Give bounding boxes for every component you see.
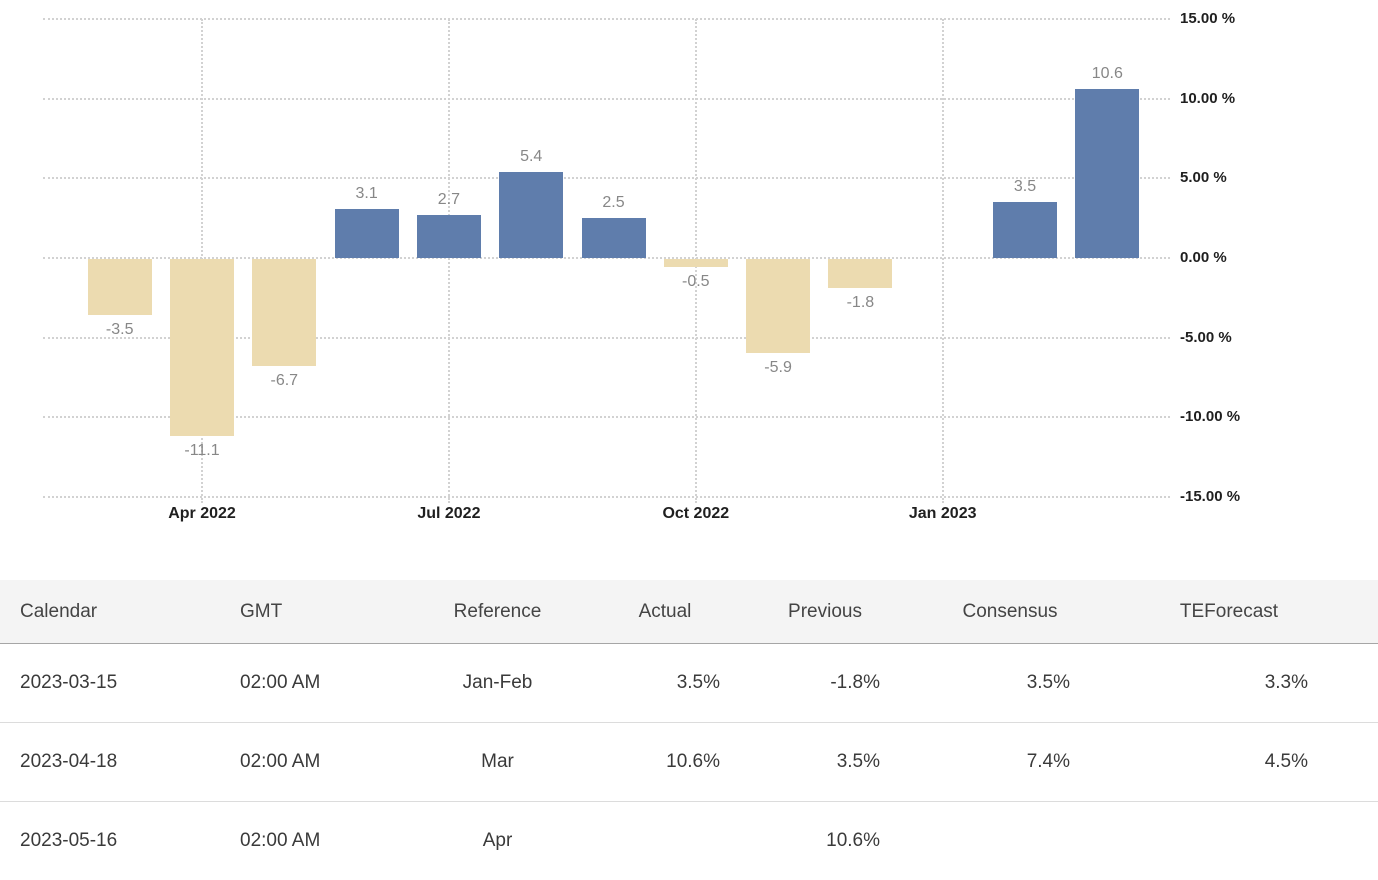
- bar: [828, 259, 893, 288]
- table-header-row: Calendar GMT Reference Actual Previous C…: [0, 580, 1378, 644]
- col-header-previous: Previous: [788, 600, 862, 622]
- cell-gmt: 02:00 AM: [240, 830, 321, 851]
- bar: [87, 259, 152, 315]
- cell-teforecast: 3.3%: [1264, 672, 1308, 693]
- bar: [581, 218, 646, 258]
- bar: [1075, 89, 1140, 258]
- grid-line-h: [43, 257, 1170, 259]
- cell-reference: Apr: [482, 830, 513, 851]
- bar-value-label: 3.1: [355, 184, 378, 202]
- grid-line-h: [43, 495, 1170, 498]
- cell-calendar: 2023-04-18: [20, 751, 118, 772]
- table-row: 2023-05-16 02:00 AM Apr 10.6%: [0, 801, 1378, 880]
- y-axis-tick-label: 5.00 %: [1180, 169, 1227, 187]
- y-axis-tick-label: -15.00 %: [1180, 487, 1241, 505]
- calendar-table: Calendar GMT Reference Actual Previous C…: [0, 580, 1378, 880]
- table-row: 2023-04-18 02:00 AM Mar 10.6% 3.5% 7.4% …: [0, 722, 1378, 801]
- table-row: 2023-03-15 02:00 AM Jan-Feb 3.5% -1.8% 3…: [0, 644, 1378, 722]
- y-axis-tick-label: 0.00 %: [1180, 249, 1227, 266]
- cell-previous: -1.8%: [830, 672, 880, 693]
- cell-calendar: 2023-05-16: [20, 830, 118, 851]
- grid-line-v: [447, 19, 450, 503]
- bar: [252, 259, 317, 366]
- cell-calendar: 2023-03-15: [20, 672, 118, 693]
- y-axis-tick-label: 15.00 %: [1180, 10, 1236, 28]
- col-header-calendar: Calendar: [20, 600, 98, 622]
- bar-chart: 15.00 % 10.00 % 5.00 % 0.00 % -5.00 % -10.00 …: [43, 10, 1241, 522]
- grid-line-h: [43, 177, 1170, 180]
- x-axis-tick-label: Oct 2022: [662, 505, 730, 522]
- x-axis-tick-label: Jul 2022: [417, 505, 481, 522]
- bar-value-label: -11.1: [184, 441, 220, 459]
- grid-line-h: [43, 416, 1170, 419]
- bar-value-label: -1.8: [846, 293, 875, 311]
- bar: [499, 171, 564, 258]
- cell-reference: Jan-Feb: [462, 672, 533, 693]
- col-header-teforecast: TEForecast: [1179, 600, 1279, 622]
- bar: [334, 208, 399, 258]
- x-axis-tick-label: Jan 2023: [908, 505, 977, 522]
- cell-gmt: 02:00 AM: [240, 672, 321, 693]
- bar: [746, 259, 811, 353]
- col-header-reference: Reference: [453, 600, 542, 622]
- cell-consensus: 7.4%: [1026, 751, 1070, 772]
- bar-value-label: 3.5: [1013, 178, 1037, 196]
- bar-value-label: -6.7: [270, 371, 299, 389]
- grid-line-h: [43, 336, 1170, 339]
- col-header-gmt: GMT: [240, 600, 283, 622]
- bar: [170, 259, 234, 436]
- y-axis-tick-label: -10.00 %: [1180, 408, 1241, 426]
- bar: [416, 214, 481, 258]
- cell-teforecast: 4.5%: [1264, 751, 1308, 772]
- bar: [993, 202, 1057, 258]
- bar-value-label: -0.5: [682, 272, 710, 290]
- bar-value-label: 5.4: [520, 147, 543, 165]
- grid-line-v: [941, 19, 944, 503]
- grid-line-h: [43, 18, 1170, 21]
- bar: [663, 259, 728, 267]
- col-header-actual: Actual: [638, 600, 692, 622]
- cell-actual: 10.6%: [666, 751, 720, 772]
- cell-actual: 3.5%: [676, 672, 720, 693]
- grid-line-h: [43, 97, 1170, 100]
- x-axis-tick-label: Apr 2022: [168, 505, 236, 522]
- cell-consensus: 3.5%: [1026, 672, 1070, 693]
- y-axis-tick-label: -5.00 %: [1180, 328, 1232, 346]
- cell-previous: 3.5%: [836, 751, 880, 772]
- bar-value-label: -3.5: [105, 320, 134, 338]
- bar-value-label: -5.9: [764, 358, 792, 376]
- bar-value-label: 2.5: [602, 194, 625, 212]
- bar-value-label: 10.6: [1091, 65, 1123, 83]
- y-axis-tick-label: 10.00 %: [1180, 89, 1236, 107]
- cell-previous: 10.6%: [826, 830, 880, 851]
- col-header-consensus: Consensus: [962, 600, 1058, 622]
- cell-gmt: 02:00 AM: [240, 751, 321, 772]
- cell-reference: Mar: [481, 751, 514, 772]
- bar-value-label: 2.7: [437, 190, 461, 208]
